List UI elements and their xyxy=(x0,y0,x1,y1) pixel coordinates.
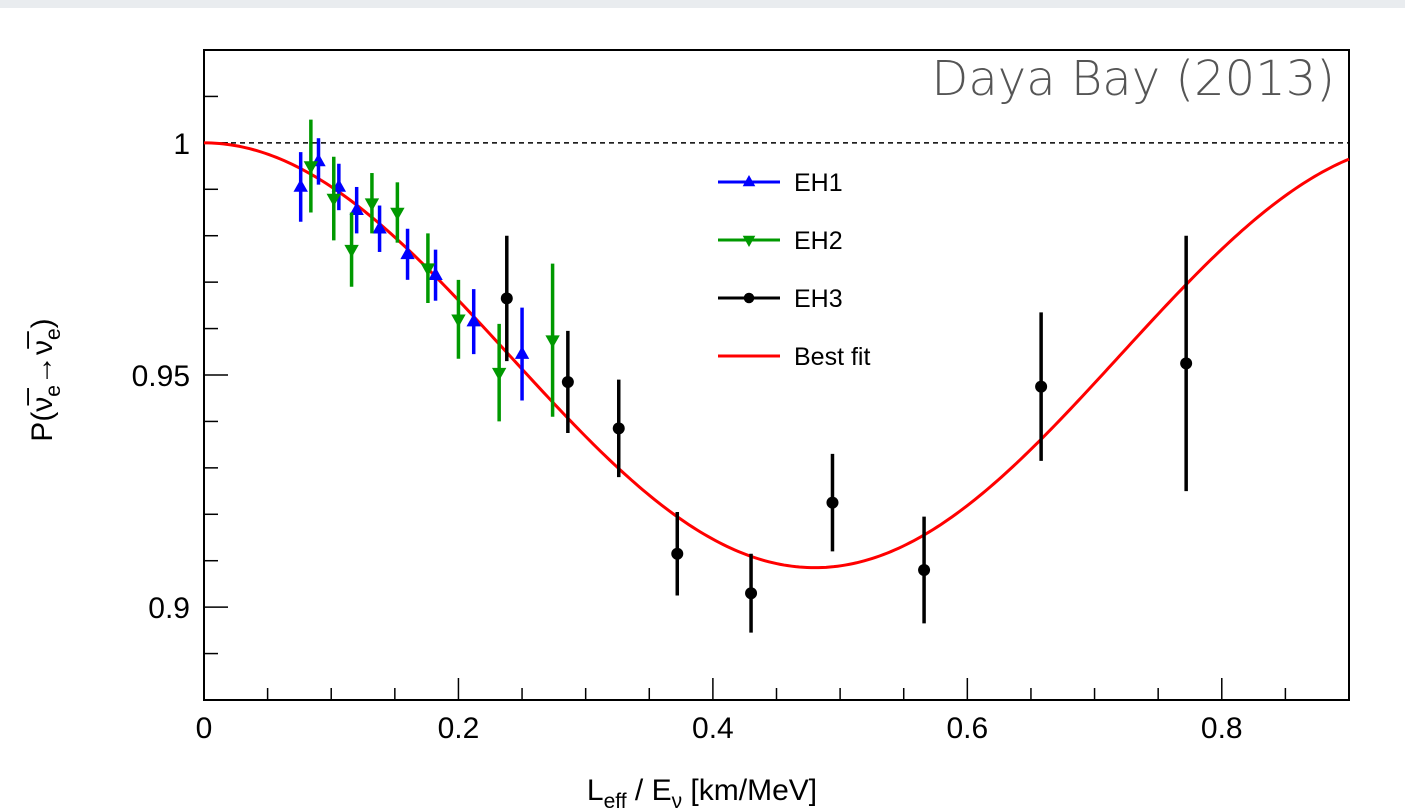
point-marker xyxy=(390,207,405,221)
data-point xyxy=(500,235,513,362)
y-axis-title: P(ν̅e→ν̅e) xyxy=(26,318,65,441)
point-marker xyxy=(326,193,341,207)
point-marker xyxy=(561,375,574,388)
legend-entry-best-fit: Best fit xyxy=(718,343,870,371)
data-point xyxy=(671,511,684,596)
data-point xyxy=(491,323,507,422)
svg-text:Leff / Eν [km/MeV]: Leff / Eν [km/MeV] xyxy=(587,774,817,812)
axis-ticks xyxy=(203,49,1350,701)
point-marker xyxy=(293,178,308,192)
point-marker xyxy=(303,161,319,175)
x-tick-label: 0.8 xyxy=(1201,712,1243,745)
data-point xyxy=(918,516,931,624)
data-point xyxy=(349,186,364,234)
y-tick-label: 0.9 xyxy=(148,592,190,625)
data-point xyxy=(344,212,359,287)
series-eh3 xyxy=(500,235,1193,633)
legend-marker xyxy=(743,292,755,304)
data-point xyxy=(745,553,758,633)
legend-marker xyxy=(742,235,756,247)
point-marker xyxy=(466,313,481,327)
x-axis-title: Leff / Eν [km/MeV] xyxy=(587,774,817,812)
data-point xyxy=(390,182,405,243)
legend-entry-eh3: EH3 xyxy=(718,285,843,313)
data-point xyxy=(293,152,308,222)
data-point xyxy=(420,233,436,304)
best-fit-curve xyxy=(203,141,1350,570)
data-point xyxy=(400,228,415,280)
data-point xyxy=(372,205,387,252)
point-marker xyxy=(428,267,443,280)
series-eh1 xyxy=(293,138,530,401)
point-marker xyxy=(514,346,530,359)
legend-marker xyxy=(742,175,756,187)
x-tick-label: 0.2 xyxy=(438,712,480,745)
point-marker xyxy=(500,292,513,305)
data-point xyxy=(545,263,560,417)
x-tick-label: 0.4 xyxy=(692,712,734,745)
data-point xyxy=(326,156,341,241)
data-point xyxy=(364,173,380,234)
legend: EH1 EH2 EH3 Best fit xyxy=(718,169,870,371)
point-marker xyxy=(1180,357,1193,370)
data-points xyxy=(293,119,1193,633)
point-marker xyxy=(745,587,758,600)
x-tick-label: 0 xyxy=(196,712,213,745)
data-point xyxy=(561,330,574,434)
point-marker xyxy=(545,335,560,349)
svg-text:P(ν̅e→ν̅e): P(ν̅e→ν̅e) xyxy=(26,318,65,441)
data-point xyxy=(466,289,481,355)
point-marker xyxy=(420,263,436,277)
point-marker xyxy=(349,202,364,215)
point-marker xyxy=(918,564,931,576)
best-fit-line xyxy=(203,141,1350,570)
x-tick-label: 0.6 xyxy=(946,712,988,745)
point-marker xyxy=(344,244,359,258)
data-point xyxy=(826,453,839,552)
legend-entry-eh1: EH1 xyxy=(718,169,843,197)
data-point xyxy=(428,249,443,301)
data-point xyxy=(1180,235,1193,492)
y-tick-label: 1 xyxy=(173,128,190,161)
point-marker xyxy=(364,198,380,212)
data-point xyxy=(303,119,319,213)
data-point xyxy=(514,307,530,401)
data-point xyxy=(1035,312,1048,461)
point-marker xyxy=(451,314,466,328)
legend-label: EH1 xyxy=(794,169,843,197)
data-point xyxy=(612,379,625,478)
legend-label: EH2 xyxy=(794,227,843,255)
series-eh2 xyxy=(303,119,560,422)
point-marker xyxy=(826,496,839,509)
point-marker xyxy=(372,220,387,234)
legend-label: Best fit xyxy=(794,343,870,371)
point-marker xyxy=(400,246,415,260)
point-marker xyxy=(491,367,507,381)
legend-label: EH3 xyxy=(794,285,843,313)
legend-entry-eh2: EH2 xyxy=(718,227,843,255)
data-point xyxy=(451,279,466,359)
point-marker xyxy=(612,422,625,435)
tick-labels: 0 0.2 0.4 0.6 0.8 0.9 0.95 1 xyxy=(132,128,1243,745)
point-marker xyxy=(671,547,684,560)
point-marker xyxy=(1035,380,1048,393)
annotation-label: Daya Bay (2013) xyxy=(931,51,1335,107)
y-tick-label: 0.95 xyxy=(132,360,190,393)
